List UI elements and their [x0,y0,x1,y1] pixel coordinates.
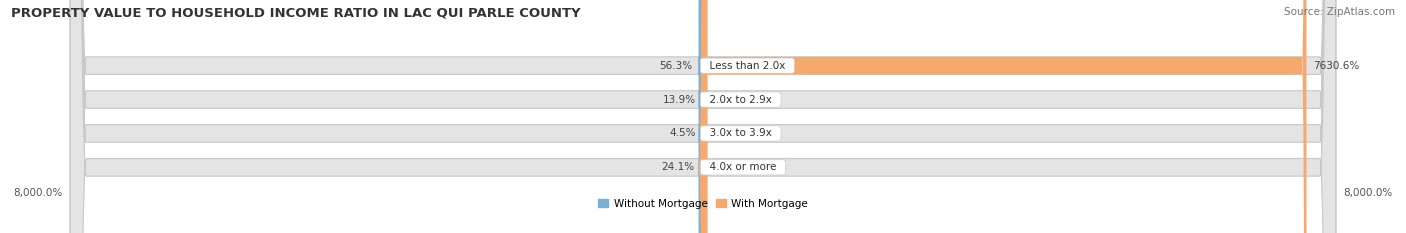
Text: Source: ZipAtlas.com: Source: ZipAtlas.com [1284,7,1395,17]
Text: 7630.6%: 7630.6% [1313,61,1360,71]
Text: 58.3%: 58.3% [714,95,747,105]
Text: 8.9%: 8.9% [710,162,737,172]
Text: 8,000.0%: 8,000.0% [13,188,63,198]
Text: 24.1%: 24.1% [662,162,695,172]
Text: 2.0x to 2.9x: 2.0x to 2.9x [703,95,779,105]
Text: 8,000.0%: 8,000.0% [1343,188,1392,198]
Text: 4.0x or more: 4.0x or more [703,162,783,172]
FancyBboxPatch shape [699,0,707,233]
Text: 13.9%: 13.9% [662,95,696,105]
FancyBboxPatch shape [699,0,707,233]
Text: 15.0%: 15.0% [710,128,744,138]
Text: Less than 2.0x: Less than 2.0x [703,61,792,71]
FancyBboxPatch shape [70,0,1336,233]
FancyBboxPatch shape [699,0,707,233]
Text: PROPERTY VALUE TO HOUSEHOLD INCOME RATIO IN LAC QUI PARLE COUNTY: PROPERTY VALUE TO HOUSEHOLD INCOME RATIO… [11,7,581,20]
FancyBboxPatch shape [703,0,707,233]
Text: 56.3%: 56.3% [659,61,692,71]
Legend: Without Mortgage, With Mortgage: Without Mortgage, With Mortgage [593,194,813,213]
FancyBboxPatch shape [699,0,703,233]
FancyBboxPatch shape [70,0,1336,233]
FancyBboxPatch shape [699,0,707,233]
FancyBboxPatch shape [699,0,706,233]
Text: 4.5%: 4.5% [669,128,696,138]
FancyBboxPatch shape [70,0,1336,233]
FancyBboxPatch shape [703,0,1306,233]
Text: 3.0x to 3.9x: 3.0x to 3.9x [703,128,779,138]
FancyBboxPatch shape [70,0,1336,233]
